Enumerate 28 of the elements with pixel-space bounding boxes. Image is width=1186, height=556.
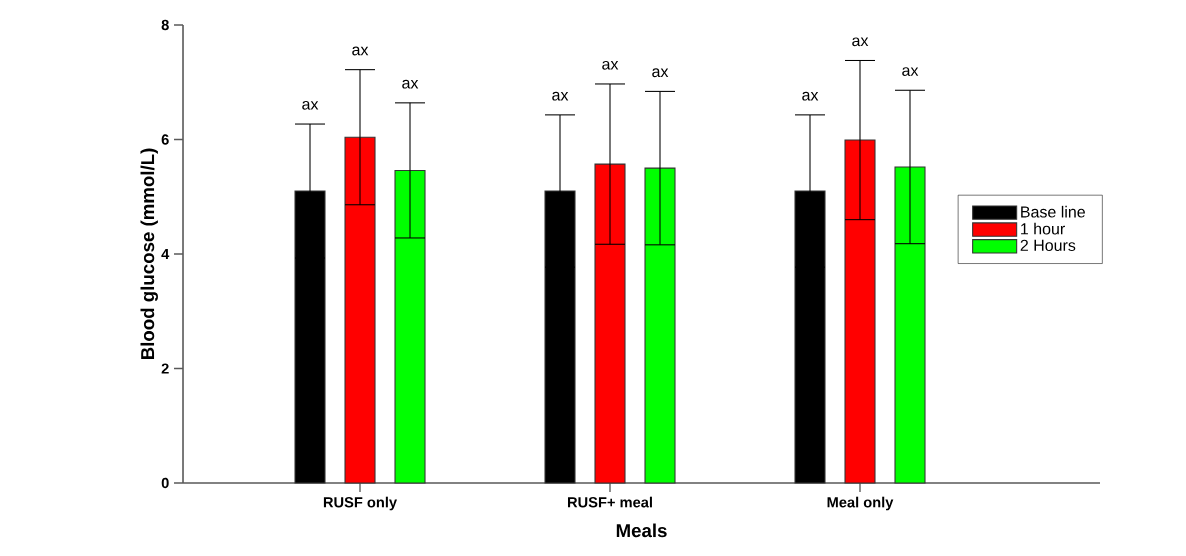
y-tick-label: 6 [161, 134, 169, 145]
annotation: ax [552, 91, 569, 101]
x-tick-label: RUSF only [323, 496, 397, 511]
annotation: ax [652, 68, 669, 78]
x-tick-label: RUSF+ meal [567, 496, 652, 508]
x-axis-title: Meals [616, 523, 667, 538]
y-axis-title: Blood glucose (mmol/L) [140, 148, 158, 360]
y-tick-label: 4 [161, 248, 170, 260]
annotation: ax [302, 101, 319, 110]
annotation: ax [602, 60, 619, 70]
legend-label: 2 Hours [1020, 239, 1076, 252]
annotation: ax [802, 91, 819, 101]
bar [594, 163, 626, 484]
annotation: ax [402, 79, 419, 89]
y-tick-label: 0 [161, 477, 169, 489]
legend-label: 1 hour [1021, 222, 1065, 235]
x-tick-label: Meal only [827, 496, 894, 511]
y-tick-label: 8 [161, 19, 169, 31]
bar [894, 166, 926, 484]
legend-label: Base line [1021, 205, 1085, 218]
bar [644, 167, 676, 484]
annotation: ax [352, 46, 369, 56]
bar [344, 136, 376, 484]
y-tick-label: 2 [161, 363, 169, 374]
bar [844, 139, 876, 484]
bar [394, 169, 426, 484]
annotation: ax [902, 67, 919, 76]
annotation: ax [852, 37, 869, 47]
